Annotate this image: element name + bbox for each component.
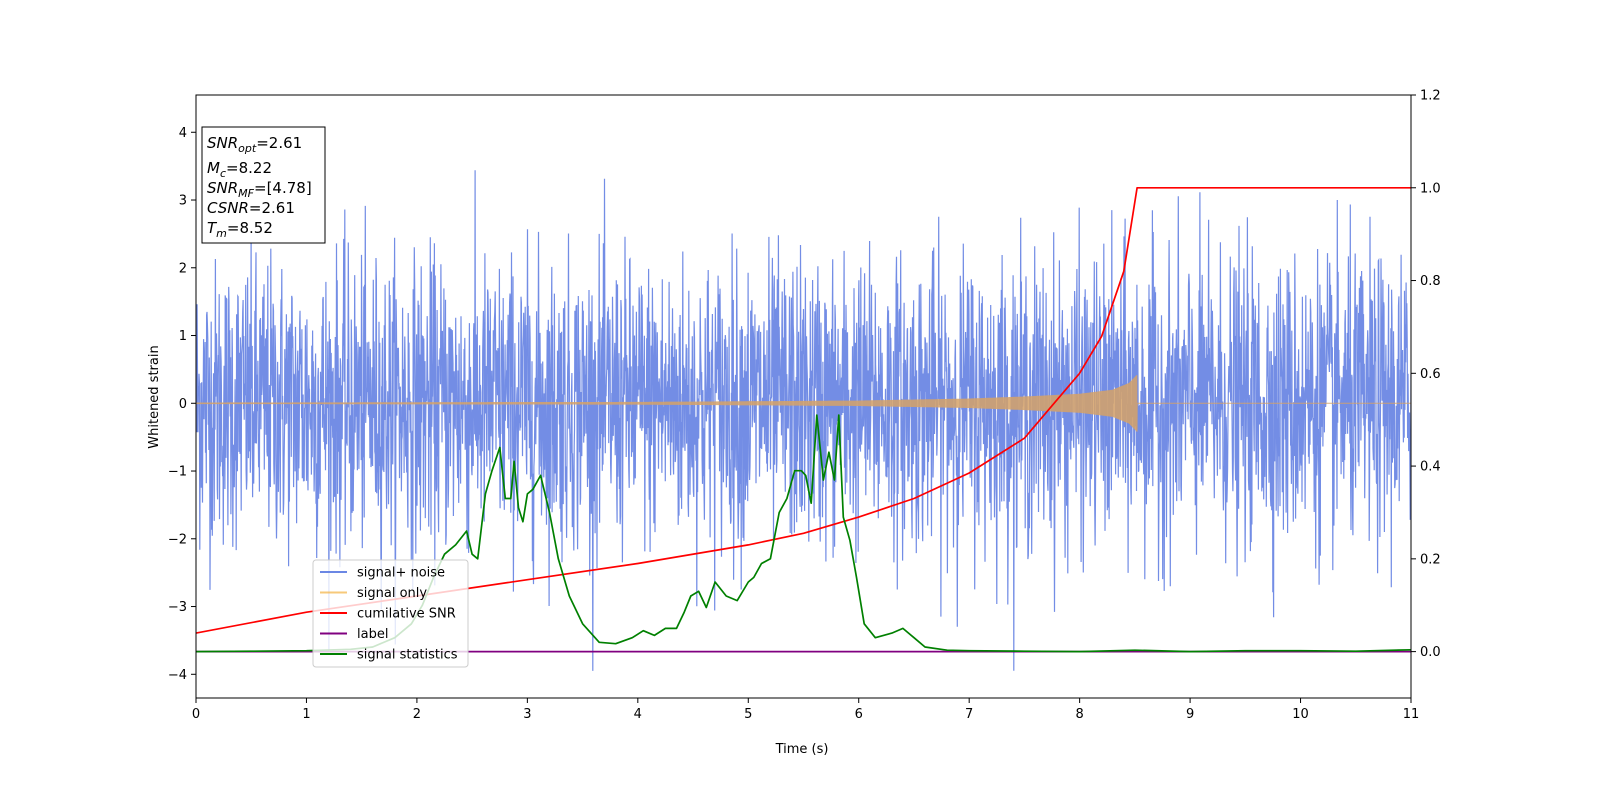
y-tick-label: −4 [168, 668, 187, 683]
plot-frame [195, 94, 1412, 699]
info-line: SNRMF=[4.78] [207, 179, 312, 200]
series-signal-noise [196, 170, 1411, 671]
y2-tick-label: 1.2 [1420, 89, 1441, 104]
y-tick-label: 2 [179, 261, 187, 276]
info-box-frame [201, 126, 326, 244]
x-tick-label: 8 [1075, 707, 1083, 722]
legend-label: cumilative SNR [357, 607, 456, 622]
info-line: SNRopt=2.61 [207, 134, 302, 155]
legend-label: signal only [357, 586, 427, 601]
x-tick-label: 6 [855, 707, 863, 722]
axes: 0 1 2 3 4 5 6 7 8 9 10 1143210−1−2−3−41.21.00.80.60… [168, 89, 1441, 723]
series-signal-statistics [196, 414, 1411, 653]
y-tick-label: 4 [179, 126, 187, 141]
info-line: Tm=8.52 [207, 219, 273, 240]
x-tick-label: 9 [1186, 707, 1194, 722]
y-tick-label: −1 [168, 465, 187, 480]
x-axis-title: Time (s) [775, 742, 829, 757]
legend-label: label [357, 627, 388, 642]
y-tick-label: 3 [179, 194, 187, 209]
legend-frame [312, 559, 469, 668]
x-tick-label: 5 [744, 707, 752, 722]
y2-tick-label: 0.4 [1420, 460, 1441, 475]
legend: signal+ noise signal only cumilative SNR la… [312, 559, 469, 668]
info-line: CSNR=2.61 [207, 199, 295, 217]
y-axis-title: Whitened strain [147, 345, 162, 448]
y-tick-label: −2 [168, 532, 187, 547]
y2-tick-label: 0.6 [1420, 367, 1441, 382]
x-tick-label: 11 [1403, 707, 1420, 722]
x-tick-label: 10 [1292, 707, 1309, 722]
x-tick-label: 4 [634, 707, 642, 722]
y2-tick-label: 0.8 [1420, 274, 1441, 289]
series-signal-only [196, 375, 1411, 432]
series-cumilative-snr [196, 186, 1411, 634]
y2-tick-label: 0.0 [1420, 645, 1441, 660]
legend-label: signal statistics [357, 648, 458, 663]
y-tick-label: −3 [168, 600, 187, 615]
x-tick-label: 3 [523, 707, 531, 722]
y-tick-label: 1 [179, 329, 187, 344]
y-tick-label: 0 [179, 397, 187, 412]
info-line: Mc=8.22 [207, 159, 272, 180]
y2-tick-label: 1.0 [1420, 181, 1441, 196]
legend-label: signal+ noise [357, 566, 445, 581]
x-tick-label: 2 [413, 707, 421, 722]
x-tick-label: 7 [965, 707, 973, 722]
y2-tick-label: 0.2 [1420, 552, 1441, 567]
x-tick-label: 1 [302, 707, 310, 722]
x-tick-label: 0 [192, 707, 200, 722]
